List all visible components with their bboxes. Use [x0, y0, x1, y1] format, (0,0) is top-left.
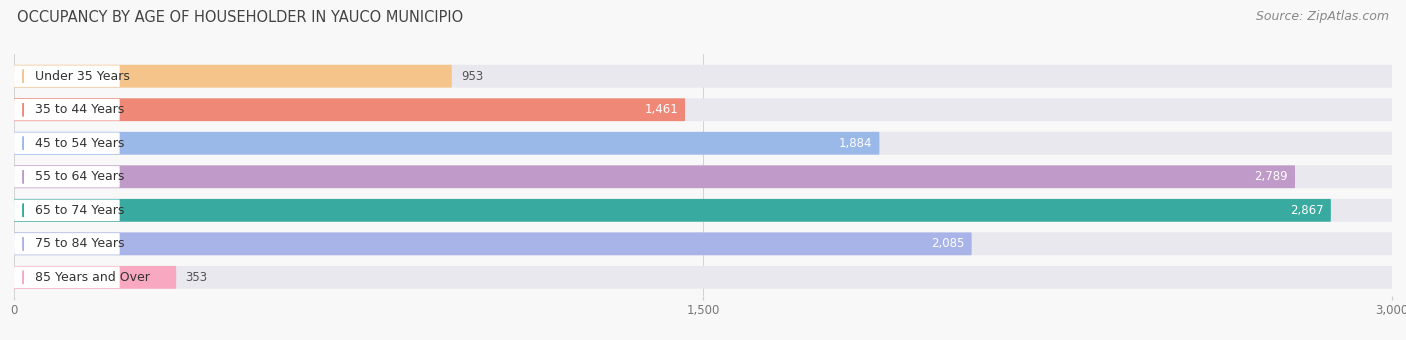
Text: 2,085: 2,085 — [931, 237, 965, 250]
Text: 953: 953 — [461, 70, 484, 83]
FancyBboxPatch shape — [14, 98, 1392, 121]
Text: Source: ZipAtlas.com: Source: ZipAtlas.com — [1256, 10, 1389, 23]
Text: Under 35 Years: Under 35 Years — [35, 70, 129, 83]
FancyBboxPatch shape — [14, 98, 685, 121]
FancyBboxPatch shape — [14, 99, 120, 120]
FancyBboxPatch shape — [14, 133, 120, 154]
FancyBboxPatch shape — [14, 266, 1392, 289]
FancyBboxPatch shape — [14, 65, 1392, 88]
Text: 1,461: 1,461 — [644, 103, 678, 116]
FancyBboxPatch shape — [14, 199, 1331, 222]
Text: 1,884: 1,884 — [839, 137, 873, 150]
FancyBboxPatch shape — [14, 132, 1392, 155]
Text: 2,867: 2,867 — [1291, 204, 1324, 217]
FancyBboxPatch shape — [14, 165, 1392, 188]
FancyBboxPatch shape — [14, 132, 879, 155]
Text: 75 to 84 Years: 75 to 84 Years — [35, 237, 124, 250]
FancyBboxPatch shape — [14, 166, 120, 187]
FancyBboxPatch shape — [14, 233, 120, 255]
FancyBboxPatch shape — [14, 233, 1392, 255]
FancyBboxPatch shape — [14, 233, 972, 255]
FancyBboxPatch shape — [14, 65, 451, 88]
FancyBboxPatch shape — [14, 266, 176, 289]
FancyBboxPatch shape — [14, 200, 120, 221]
Text: 35 to 44 Years: 35 to 44 Years — [35, 103, 124, 116]
FancyBboxPatch shape — [14, 66, 120, 87]
FancyBboxPatch shape — [14, 199, 1392, 222]
Text: 65 to 74 Years: 65 to 74 Years — [35, 204, 124, 217]
Text: 55 to 64 Years: 55 to 64 Years — [35, 170, 124, 183]
Text: 85 Years and Over: 85 Years and Over — [35, 271, 149, 284]
FancyBboxPatch shape — [14, 267, 120, 288]
Text: 45 to 54 Years: 45 to 54 Years — [35, 137, 124, 150]
Text: OCCUPANCY BY AGE OF HOUSEHOLDER IN YAUCO MUNICIPIO: OCCUPANCY BY AGE OF HOUSEHOLDER IN YAUCO… — [17, 10, 463, 25]
Text: 353: 353 — [186, 271, 208, 284]
FancyBboxPatch shape — [14, 165, 1295, 188]
Text: 2,789: 2,789 — [1254, 170, 1288, 183]
